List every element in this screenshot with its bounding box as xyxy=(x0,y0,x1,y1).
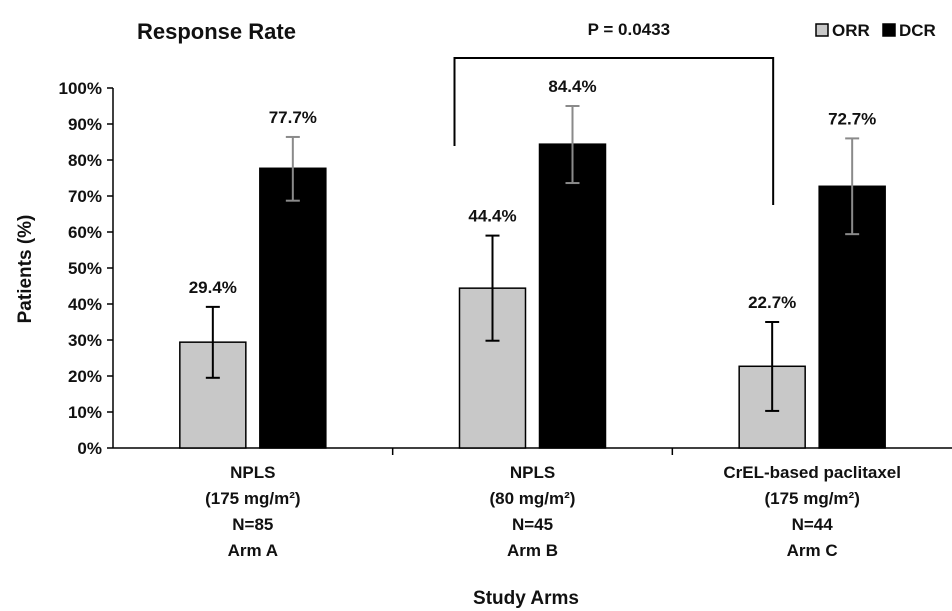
legend-swatch-dcr xyxy=(882,23,896,37)
significance-bracket xyxy=(453,57,775,205)
category-label: (80 mg/m²) xyxy=(490,489,576,508)
legend-label-orr: ORR xyxy=(832,21,870,40)
category-label: Arm C xyxy=(787,541,838,560)
category-label: N=45 xyxy=(512,515,553,534)
category-label: NPLS xyxy=(510,463,555,482)
y-tick-label: 20% xyxy=(68,367,102,386)
legend: ORR DCR xyxy=(815,21,936,40)
x-axis-label: Study Arms xyxy=(473,588,579,609)
category-label: NPLS xyxy=(230,463,275,482)
y-tick-label: 0% xyxy=(77,439,102,458)
value-labels: 29.4% 77.7% 44.4% 84.4% 22.7% 72.7% xyxy=(189,77,877,312)
legend-swatch-orr xyxy=(815,23,829,37)
category-label: Arm A xyxy=(228,541,278,560)
value-label-orr: 29.4% xyxy=(189,278,237,297)
value-label-dcr: 77.7% xyxy=(269,108,317,127)
category-label: Arm B xyxy=(507,541,558,560)
category-labels: NPLS (175 mg/m²) N=85 Arm A NPLS (80 mg/m²) N=… xyxy=(205,463,901,560)
significance-annotation: P = 0.0433 xyxy=(453,20,775,205)
y-ticks: 0% 10% 20% 30% 40% 50% 60% 70% 80% 90% 100% xyxy=(59,79,113,458)
error-bars xyxy=(205,105,860,412)
y-tick-label: 50% xyxy=(68,259,102,278)
value-label-dcr: 72.7% xyxy=(828,109,876,128)
y-axis-label: Patients (%) xyxy=(15,215,36,324)
y-tick-label: 90% xyxy=(68,115,102,134)
y-tick-label: 40% xyxy=(68,295,102,314)
y-tick-label: 80% xyxy=(68,151,102,170)
category-label: N=44 xyxy=(792,515,834,534)
y-tick-label: 60% xyxy=(68,223,102,242)
legend-label-dcr: DCR xyxy=(899,21,936,40)
value-label-orr: 44.4% xyxy=(468,207,516,226)
category-label: (175 mg/m²) xyxy=(205,489,300,508)
p-value-label: P = 0.0433 xyxy=(588,20,670,39)
y-tick-label: 10% xyxy=(68,403,102,422)
category-label: (175 mg/m²) xyxy=(764,489,859,508)
y-tick-label: 100% xyxy=(59,79,102,98)
value-label-dcr: 84.4% xyxy=(548,77,596,96)
bar-dcr xyxy=(259,167,327,449)
y-tick-label: 70% xyxy=(68,187,102,206)
category-label: CrEL-based paclitaxel xyxy=(723,463,901,482)
category-label: N=85 xyxy=(232,515,273,534)
bar-dcr xyxy=(538,143,607,449)
value-label-orr: 22.7% xyxy=(748,293,796,312)
y-tick-label: 30% xyxy=(68,331,102,350)
chart-title: Response Rate xyxy=(137,19,296,44)
